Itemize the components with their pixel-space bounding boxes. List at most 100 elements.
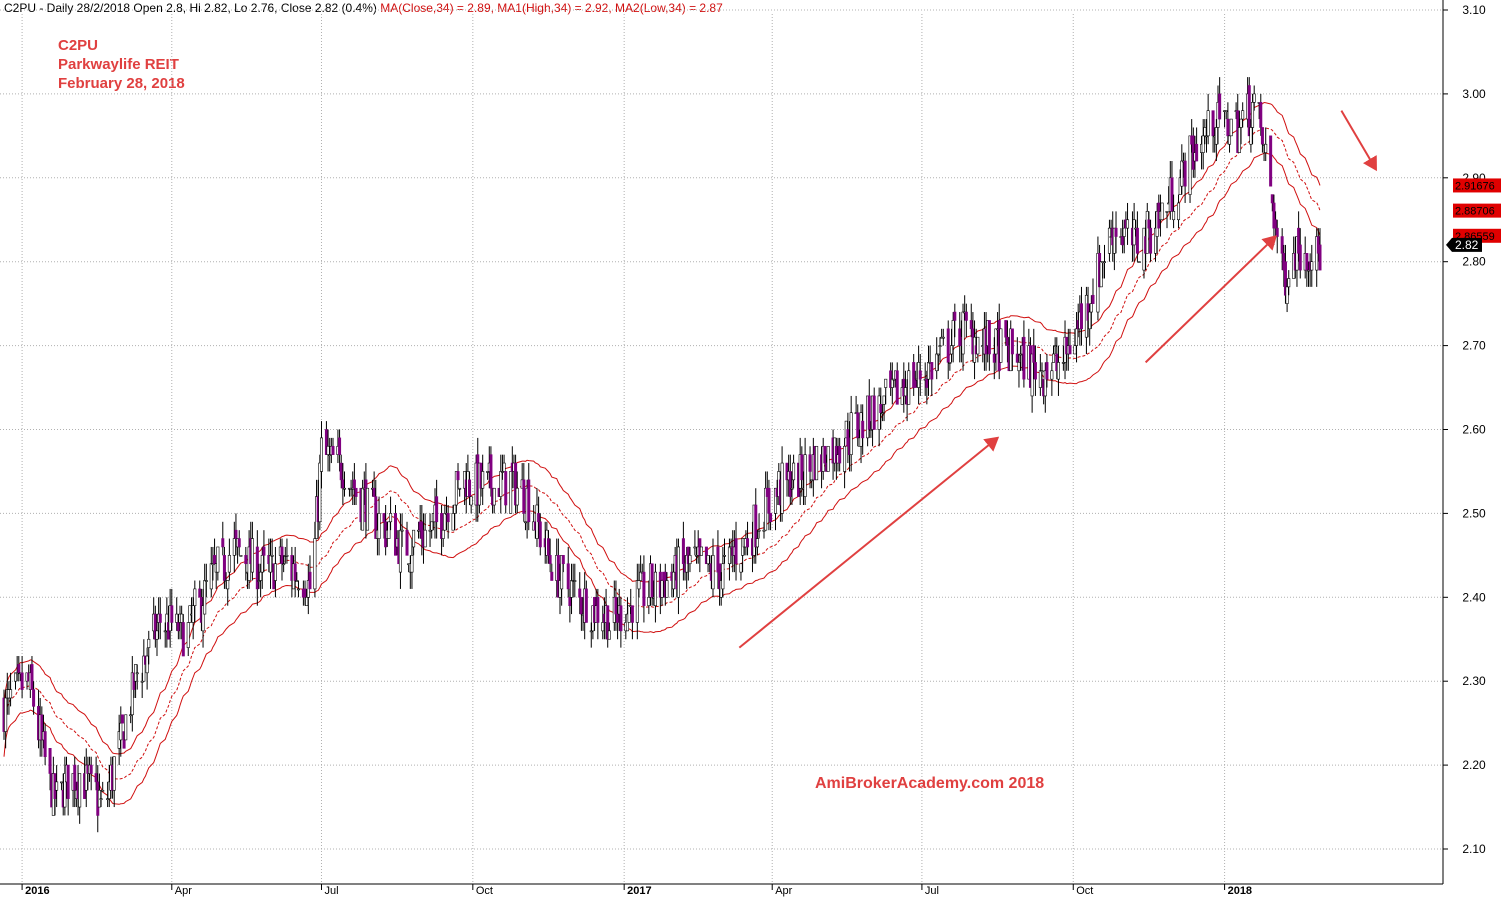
x-tick-label: Apr <box>775 885 792 897</box>
candle-body <box>635 580 639 623</box>
candle-body <box>734 538 738 565</box>
candle-body <box>1091 294 1095 304</box>
candle-body <box>607 630 611 640</box>
candle-body <box>808 454 812 472</box>
candle-body <box>260 555 264 573</box>
y-tick-label: 2.60 <box>1462 423 1486 437</box>
candle-body <box>987 320 991 355</box>
candle-body <box>354 487 358 497</box>
candle-body <box>1180 160 1184 187</box>
x-tick-label: Oct <box>476 885 493 897</box>
candle-body <box>270 555 274 557</box>
ma-low-line <box>3 152 1321 805</box>
candle-body <box>500 471 504 473</box>
candle-body <box>969 320 973 330</box>
candle-body <box>1068 345 1072 355</box>
candle-body <box>1073 345 1077 355</box>
candle-body <box>601 622 605 632</box>
candle-body <box>788 471 792 497</box>
watermark-ticker: C2PU <box>58 37 99 54</box>
candle-body <box>239 555 243 557</box>
candle-body <box>843 445 847 472</box>
candle-body <box>468 479 472 497</box>
candle-body <box>527 479 531 523</box>
candle-body <box>262 546 266 556</box>
candle-body <box>435 496 439 523</box>
candle-body <box>1032 345 1036 363</box>
header-ma-high: MA1(High,34) = 2.92, <box>497 1 612 15</box>
candle-body <box>186 622 190 648</box>
header-ohlc: C2PU - Daily 28/2/2018 Open 2.8, Hi 2.82… <box>4 1 377 15</box>
candle-body <box>935 353 939 372</box>
candle-body <box>469 496 473 506</box>
candle-body <box>573 580 577 582</box>
candle-body <box>1010 328 1014 355</box>
candle-body <box>451 513 455 531</box>
candle-body <box>1052 353 1056 363</box>
candle-body <box>746 538 750 548</box>
watermark-block: C2PU Parkwaylife REIT February 28, 2018 <box>58 36 185 93</box>
candle-body <box>1280 236 1284 254</box>
y-tick-label: 2.80 <box>1462 255 1486 269</box>
candle-body <box>1195 143 1199 162</box>
candle-body <box>1228 135 1232 145</box>
candle-body <box>216 546 220 573</box>
ma-value-label-text: 2.88706 <box>1455 206 1495 218</box>
candle-body <box>579 596 583 615</box>
candle-body <box>861 420 865 439</box>
candle-body <box>43 731 47 758</box>
y-tick-label: 2.10 <box>1462 842 1486 856</box>
candle-body <box>377 513 381 539</box>
candle-body <box>303 588 307 598</box>
x-tick-label: Jul <box>324 885 338 897</box>
candle-body <box>142 655 146 682</box>
candle-body <box>1203 127 1207 137</box>
candle-body <box>412 529 416 548</box>
candle-body <box>295 580 299 582</box>
candle-body <box>504 471 508 506</box>
candle-body <box>30 664 34 690</box>
candle-body <box>140 680 144 683</box>
candle-body <box>293 563 297 581</box>
candle-body <box>951 320 955 346</box>
candle-body <box>964 311 968 321</box>
candle-body <box>1172 211 1176 221</box>
candle-body <box>1122 227 1126 237</box>
candle-body <box>578 588 582 598</box>
candle-body <box>1137 261 1141 264</box>
candle-body <box>538 521 542 548</box>
candle-body <box>234 529 238 539</box>
candle-body <box>642 571 646 606</box>
candle-body <box>273 563 277 581</box>
candle-body <box>884 378 888 388</box>
candle-body <box>1004 320 1008 338</box>
candle-body <box>20 672 24 690</box>
candle-body <box>318 462 322 523</box>
candle-body <box>1170 177 1174 212</box>
candle-body <box>1260 127 1264 145</box>
candle-body <box>112 756 116 791</box>
candle-body <box>706 555 710 565</box>
y-tick-label: 2.20 <box>1462 758 1486 772</box>
candle-body <box>823 445 827 464</box>
candle-body <box>181 622 185 657</box>
candle-body <box>994 328 998 355</box>
candle-body <box>458 487 462 490</box>
candle-body <box>237 538 241 548</box>
candle-body <box>124 714 128 741</box>
candle-body <box>313 538 317 590</box>
candle-body <box>1249 127 1253 145</box>
candle-body <box>999 328 1003 363</box>
candle-body <box>94 773 98 783</box>
candle-body <box>1310 261 1314 271</box>
candle-body <box>790 487 794 490</box>
candle-body <box>926 362 930 380</box>
candle-body <box>1079 303 1083 330</box>
candle-body <box>1224 110 1228 112</box>
candle-body <box>285 555 289 557</box>
candle-body <box>255 546 259 590</box>
candle-body <box>1201 135 1205 153</box>
candle-body <box>867 395 871 430</box>
x-tick-label: Oct <box>1076 885 1093 897</box>
